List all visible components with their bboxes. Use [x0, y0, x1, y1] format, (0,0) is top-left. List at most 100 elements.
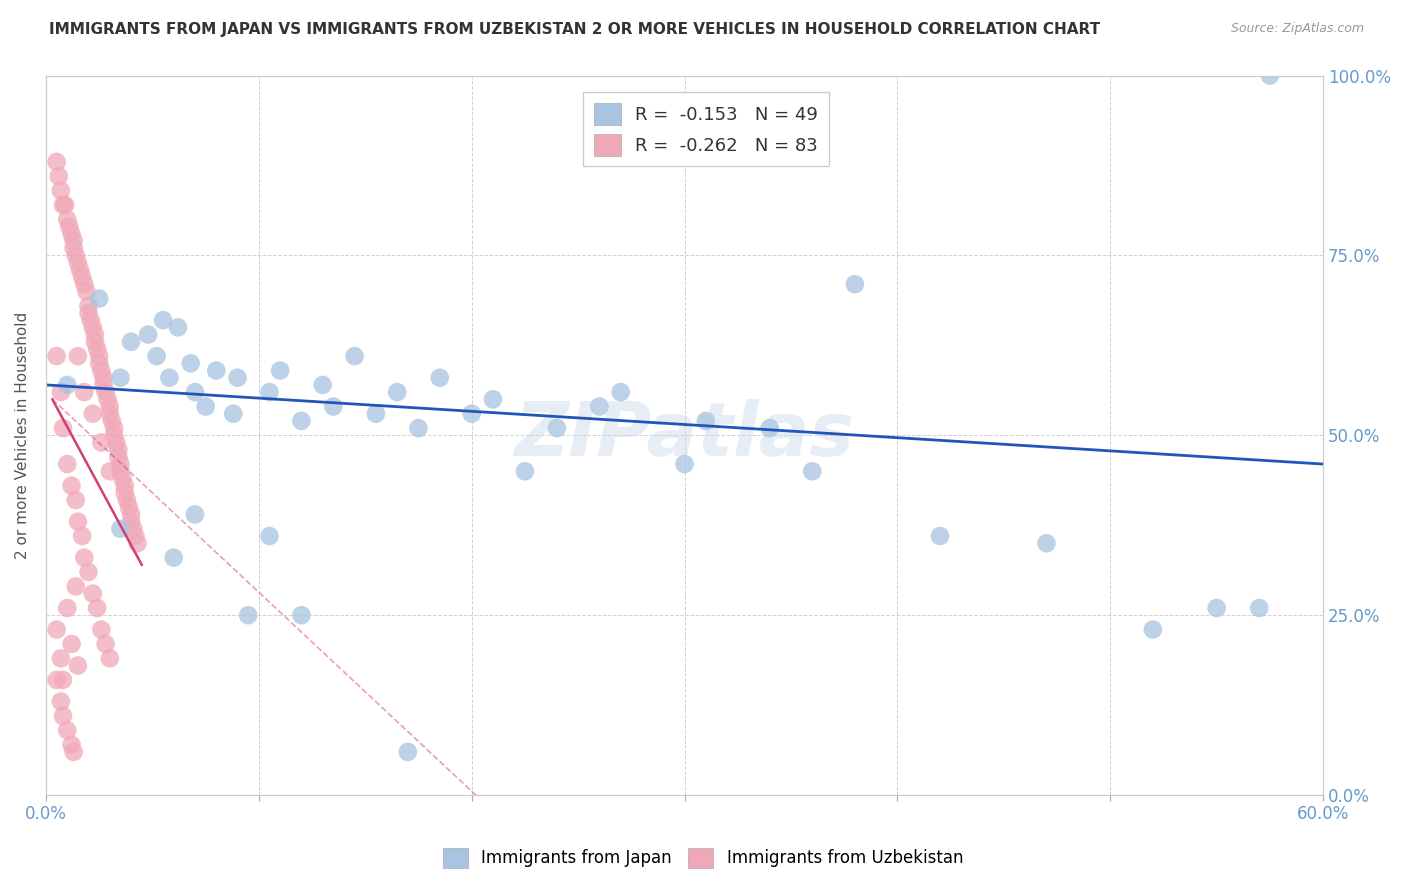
Point	[93, 378, 115, 392]
Point	[184, 385, 207, 400]
Point	[52, 673, 75, 687]
Point	[259, 385, 281, 400]
Point	[124, 529, 146, 543]
Y-axis label: 2 or more Vehicles in Household: 2 or more Vehicles in Household	[15, 311, 30, 559]
Legend: Immigrants from Japan, Immigrants from Uzbekistan: Immigrants from Japan, Immigrants from U…	[436, 841, 970, 875]
Point	[65, 579, 87, 593]
Point	[758, 421, 780, 435]
Point	[52, 421, 75, 435]
Point	[90, 363, 112, 377]
Point	[110, 370, 132, 384]
Point	[1249, 601, 1271, 615]
Point	[49, 184, 72, 198]
Point	[98, 464, 121, 478]
Point	[77, 306, 100, 320]
Point	[65, 493, 87, 508]
Point	[120, 334, 142, 349]
Point	[385, 385, 408, 400]
Point	[226, 370, 249, 384]
Point	[45, 154, 67, 169]
Point	[84, 327, 107, 342]
Point	[114, 486, 136, 500]
Point	[546, 421, 568, 435]
Point	[159, 370, 181, 384]
Point	[184, 508, 207, 522]
Point	[167, 320, 190, 334]
Point	[482, 392, 505, 407]
Point	[56, 601, 79, 615]
Point	[290, 414, 312, 428]
Point	[90, 623, 112, 637]
Point	[53, 198, 76, 212]
Legend: R =  -0.153   N = 49, R =  -0.262   N = 83: R = -0.153 N = 49, R = -0.262 N = 83	[582, 92, 828, 167]
Point	[343, 349, 366, 363]
Point	[408, 421, 430, 435]
Point	[62, 241, 84, 255]
Point	[49, 385, 72, 400]
Point	[105, 435, 128, 450]
Point	[86, 601, 108, 615]
Point	[66, 515, 89, 529]
Point	[70, 270, 93, 285]
Point	[56, 723, 79, 738]
Point	[844, 277, 866, 292]
Point	[110, 522, 132, 536]
Point	[66, 255, 89, 269]
Point	[101, 414, 124, 428]
Point	[45, 673, 67, 687]
Point	[120, 515, 142, 529]
Point	[429, 370, 451, 384]
Point	[118, 500, 141, 515]
Point	[1142, 623, 1164, 637]
Point	[107, 450, 129, 464]
Point	[1258, 69, 1281, 83]
Point	[103, 421, 125, 435]
Point	[205, 363, 228, 377]
Point	[56, 212, 79, 227]
Point	[110, 464, 132, 478]
Point	[94, 385, 117, 400]
Point	[49, 694, 72, 708]
Point	[58, 219, 80, 234]
Point	[66, 349, 89, 363]
Point	[97, 392, 120, 407]
Point	[79, 313, 101, 327]
Point	[82, 407, 104, 421]
Point	[48, 169, 70, 184]
Text: ZIPatlas: ZIPatlas	[515, 399, 855, 472]
Point	[259, 529, 281, 543]
Point	[82, 320, 104, 334]
Point	[60, 478, 83, 492]
Point	[45, 349, 67, 363]
Point	[45, 623, 67, 637]
Text: Source: ZipAtlas.com: Source: ZipAtlas.com	[1230, 22, 1364, 36]
Point	[152, 313, 174, 327]
Point	[180, 356, 202, 370]
Point	[86, 342, 108, 356]
Point	[695, 414, 717, 428]
Point	[929, 529, 952, 543]
Point	[98, 400, 121, 414]
Point	[65, 248, 87, 262]
Point	[111, 471, 134, 485]
Point	[269, 363, 291, 377]
Point	[89, 292, 111, 306]
Point	[145, 349, 167, 363]
Point	[75, 285, 97, 299]
Point	[77, 299, 100, 313]
Point	[110, 457, 132, 471]
Point	[1035, 536, 1057, 550]
Point	[93, 370, 115, 384]
Point	[62, 234, 84, 248]
Point	[801, 464, 824, 478]
Point	[82, 586, 104, 600]
Point	[98, 407, 121, 421]
Point	[222, 407, 245, 421]
Text: IMMIGRANTS FROM JAPAN VS IMMIGRANTS FROM UZBEKISTAN 2 OR MORE VEHICLES IN HOUSEH: IMMIGRANTS FROM JAPAN VS IMMIGRANTS FROM…	[49, 22, 1101, 37]
Point	[114, 478, 136, 492]
Point	[312, 378, 335, 392]
Point	[290, 608, 312, 623]
Point	[122, 522, 145, 536]
Point	[673, 457, 696, 471]
Point	[52, 709, 75, 723]
